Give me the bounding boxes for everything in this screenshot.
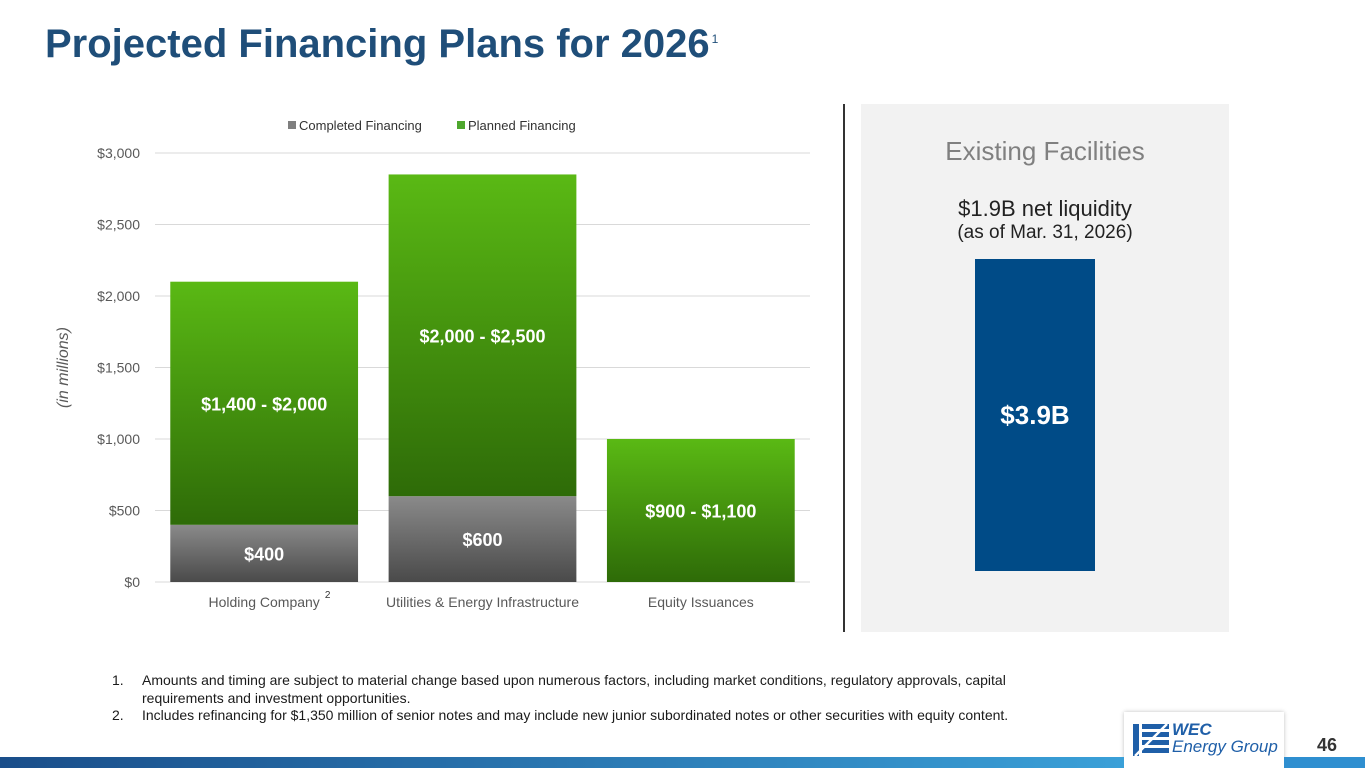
facilities-title: Existing Facilities — [945, 136, 1145, 166]
footer-band — [0, 757, 1124, 768]
y-tick-label: $1,000 — [97, 431, 140, 447]
y-tick-label: $500 — [109, 503, 140, 519]
facilities-as-of-date: (as of Mar. 31, 2026) — [957, 222, 1133, 243]
planned-bar — [388, 174, 577, 497]
footnote-2-text: Includes refinancing for $1,350 million … — [142, 707, 1009, 723]
footnote-1-number: 1. — [112, 672, 124, 688]
logo-line-1: WEC — [1172, 720, 1212, 739]
y-tick-label: $1,500 — [97, 360, 140, 376]
footnote-2-number: 2. — [112, 707, 124, 723]
page-number: 46 — [1317, 735, 1338, 755]
planned-data-label: $1,400 - $2,000 — [201, 394, 327, 414]
category-footnote-marker: 2 — [325, 590, 331, 601]
facilities-bar: $3.9B — [975, 259, 1095, 571]
title-footnote-marker: 1 — [711, 32, 719, 46]
y-tick-label: $3,000 — [97, 145, 140, 161]
wec-logo-icon — [1133, 723, 1169, 757]
existing-facilities-panel: Existing Facilities $1.9B net liquidity … — [861, 104, 1229, 632]
completed-data-label: $400 — [244, 544, 284, 564]
completed-data-label: $600 — [462, 530, 502, 550]
completed-bar — [170, 524, 359, 582]
planned-data-label: $2,000 - $2,500 — [419, 326, 545, 346]
wec-logo-text: WEC Energy Group — [1172, 721, 1278, 755]
facilities-bar-label: $3.9B — [1000, 399, 1070, 430]
y-axis-label: (in millions) — [55, 327, 72, 408]
x-category-label: Utilities & Energy Infrastructure — [386, 594, 579, 610]
legend-swatch-completed — [288, 121, 296, 129]
y-tick-label: $2,000 — [97, 288, 140, 304]
y-tick-label: $2,500 — [97, 217, 140, 233]
legend-label-completed: Completed Financing — [299, 118, 422, 133]
y-tick-label: $0 — [124, 574, 140, 590]
financing-chart: $0 $500 $1,000 $1,500 $2,000 $2,500 $3,000 (in … — [55, 118, 810, 610]
legend-label-planned: Planned Financing — [468, 118, 576, 133]
footnote-2: 2. Includes refinancing for $1,350 millio… — [112, 707, 1012, 725]
wec-logo: WEC Energy Group — [1124, 712, 1284, 768]
planned-bar — [606, 439, 795, 582]
footnotes: 1. Amounts and timing are subject to mate… — [112, 672, 1012, 725]
section-divider — [843, 104, 845, 632]
completed-bar — [388, 496, 577, 582]
facilities-liquidity: $1.9B net liquidity — [958, 196, 1132, 221]
x-category-label: Holding Company — [209, 594, 320, 610]
planned-bar — [170, 281, 359, 525]
planned-data-label: $900 - $1,100 — [645, 502, 756, 522]
footnote-1: 1. Amounts and timing are subject to mate… — [112, 672, 1012, 707]
logo-line-2: Energy Group — [1172, 737, 1278, 756]
footer-band-right — [1284, 757, 1365, 768]
legend-swatch-planned — [457, 121, 465, 129]
x-category-label: Equity Issuances — [648, 594, 754, 610]
page-title: Projected Financing Plans for 2026 1 — [45, 22, 719, 66]
footnote-1-text: Amounts and timing are subject to materi… — [142, 672, 1006, 706]
